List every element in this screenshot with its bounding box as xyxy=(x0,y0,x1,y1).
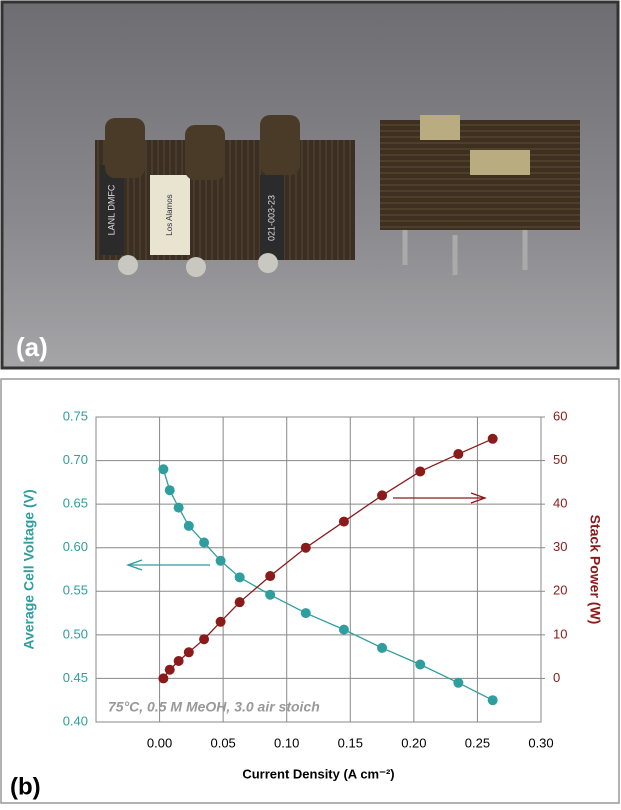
data-point xyxy=(488,695,498,705)
data-point xyxy=(377,490,387,500)
data-point xyxy=(265,571,275,581)
annotation: 75°C, 0.5 M MeOH, 3.0 air stoich xyxy=(108,699,320,715)
data-point xyxy=(301,608,311,618)
data-point xyxy=(184,647,194,657)
data-point xyxy=(199,537,209,547)
nut xyxy=(118,255,138,275)
y-tick-label: 0.50 xyxy=(63,626,88,641)
x-tick-label: 0.10 xyxy=(274,735,299,750)
data-point xyxy=(165,485,175,495)
x-tick-label: 0.05 xyxy=(210,735,235,750)
y-tick-label: 0.40 xyxy=(63,713,88,728)
page: LANL DMFC Los Alamos 021-003-23 (a) 0.00… xyxy=(0,0,621,810)
nut xyxy=(186,257,206,277)
data-point xyxy=(174,656,184,666)
y2-tick-label: 20 xyxy=(553,583,567,598)
y-tick-label: 0.55 xyxy=(63,583,88,598)
photo: LANL DMFC Los Alamos 021-003-23 (a) xyxy=(2,2,618,368)
data-point xyxy=(216,617,226,627)
data-point xyxy=(415,659,425,669)
y2-tick-label: 40 xyxy=(553,496,567,511)
y2-tick-label: 30 xyxy=(553,539,567,554)
data-point xyxy=(339,517,349,527)
data-point xyxy=(158,673,168,683)
photo-text: Los Alamos xyxy=(165,194,174,235)
data-point xyxy=(184,521,194,531)
spring xyxy=(105,118,145,178)
data-point xyxy=(301,543,311,553)
data-point xyxy=(235,572,245,582)
figure: LANL DMFC Los Alamos 021-003-23 (a) 0.00… xyxy=(0,0,621,805)
block xyxy=(420,115,460,140)
x-tick-label: 0.00 xyxy=(147,735,172,750)
x-axis-title: Current Density (A cm⁻²) xyxy=(242,766,394,781)
block xyxy=(470,150,530,175)
spring xyxy=(260,115,300,175)
y2-tick-label: 0 xyxy=(553,670,560,685)
data-point xyxy=(453,678,463,688)
panel-label: (a) xyxy=(16,332,48,362)
data-point xyxy=(174,503,184,513)
y2-axis-title: Stack Power (W) xyxy=(587,515,603,625)
y-tick-label: 0.70 xyxy=(63,452,88,467)
photo-text: 021-003-23 xyxy=(266,195,276,241)
y2-tick-label: 60 xyxy=(553,408,567,423)
y2-tick-label: 50 xyxy=(553,452,567,467)
spring xyxy=(185,125,225,180)
data-point xyxy=(453,449,463,459)
y-axis-title: Average Cell Voltage (V) xyxy=(21,489,37,649)
y-tick-label: 0.45 xyxy=(63,670,88,685)
data-point xyxy=(377,643,387,653)
y-tick-label: 0.65 xyxy=(63,496,88,511)
data-point xyxy=(216,556,226,566)
x-tick-label: 0.15 xyxy=(338,735,363,750)
x-tick-label: 0.25 xyxy=(465,735,490,750)
x-tick-label: 0.20 xyxy=(401,735,426,750)
data-point xyxy=(165,665,175,675)
data-point xyxy=(235,597,245,607)
data-point xyxy=(199,634,209,644)
nut xyxy=(258,253,278,273)
data-point xyxy=(265,590,275,600)
data-point xyxy=(339,625,349,635)
photo-text: LANL DMFC xyxy=(106,184,116,235)
y2-tick-label: 10 xyxy=(553,626,567,641)
y-tick-label: 0.75 xyxy=(63,408,88,423)
data-point xyxy=(415,466,425,476)
panel-label: (b) xyxy=(10,773,41,800)
y-tick-label: 0.60 xyxy=(63,539,88,554)
data-point xyxy=(158,464,168,474)
data-point xyxy=(488,434,498,444)
x-tick-label: 0.30 xyxy=(528,735,553,750)
